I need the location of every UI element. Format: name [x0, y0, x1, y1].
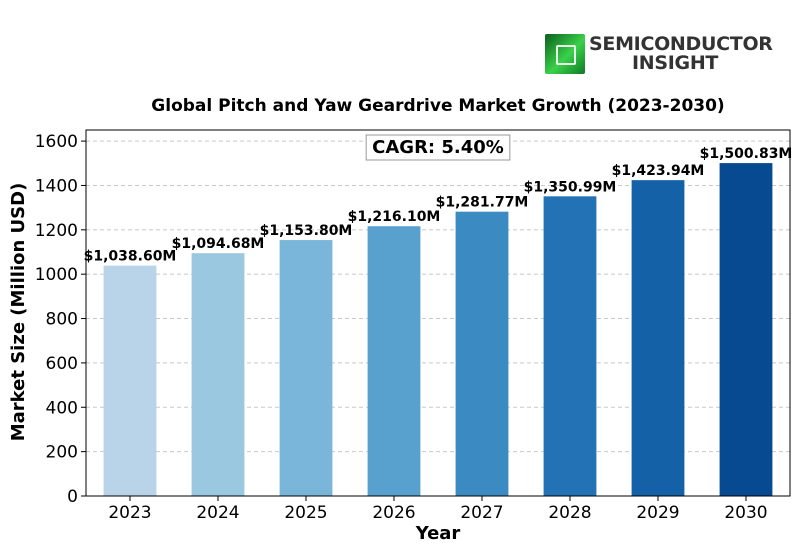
bars [103, 163, 773, 497]
cagr-annotation: CAGR: 5.40% [365, 134, 511, 161]
data-label: $1,038.60M [84, 249, 177, 265]
x-axis-label: Year [415, 523, 461, 544]
y-tick-label: 600 [46, 354, 78, 374]
bar-2028 [543, 196, 597, 496]
y-tick-label: 800 [46, 310, 78, 330]
logo-text-line1: SEMICONDUCTOR [589, 33, 773, 55]
bar-2027 [455, 211, 509, 496]
y-tick-label: 0 [67, 487, 78, 507]
data-label: $1,281.77M [436, 195, 529, 211]
y-axis-label: Market Size (Million USD) [8, 183, 29, 442]
bar-2024 [191, 253, 245, 496]
y-tick-label: 1200 [35, 221, 78, 241]
x-tick-label: 2028 [548, 503, 591, 523]
y-tick-label: 400 [46, 398, 78, 418]
bar-2030 [719, 163, 773, 496]
chart-title: Global Pitch and Yaw Geardrive Market Gr… [151, 96, 724, 116]
x-tick-label: 2026 [372, 503, 415, 523]
data-label: $1,350.99M [524, 179, 617, 195]
y-tick-label: 200 [46, 443, 78, 463]
bar-2023 [103, 265, 157, 496]
y-axis-ticks: 0 200 400 600 800 1000 1200 1400 1600 [35, 132, 86, 507]
bar-2025 [279, 240, 333, 496]
data-label: $1,500.83M [700, 146, 793, 162]
data-labels: $1,038.60M$1,094.68M$1,153.80M$1,216.10M… [84, 146, 793, 265]
data-label: $1,216.10M [348, 209, 441, 225]
cagr-text: CAGR: 5.40% [372, 137, 504, 158]
x-tick-label: 2023 [108, 503, 151, 523]
data-label: $1,153.80M [260, 223, 353, 239]
y-tick-label: 1000 [35, 265, 78, 285]
x-axis-ticks: 2023 2024 2025 2026 2027 2028 2029 2030 [108, 496, 768, 523]
logo-text-line2: INSIGHT [632, 52, 719, 74]
y-tick-label: 1400 [35, 176, 78, 196]
x-tick-label: 2024 [196, 503, 239, 523]
semiconductor-insight-logo: SEMICONDUCTOR INSIGHT [545, 33, 775, 75]
x-tick-label: 2025 [284, 503, 327, 523]
x-tick-label: 2029 [636, 503, 679, 523]
bar-2029 [631, 180, 685, 496]
chip-icon [545, 34, 585, 74]
y-tick-label: 1600 [35, 132, 78, 152]
cagr-box [365, 134, 511, 161]
x-tick-label: 2027 [460, 503, 503, 523]
data-label: $1,094.68M [172, 236, 265, 252]
x-tick-label: 2030 [724, 503, 767, 523]
data-label: $1,423.94M [612, 163, 705, 179]
plot-frame [85, 129, 791, 497]
bar-2026 [367, 226, 421, 497]
